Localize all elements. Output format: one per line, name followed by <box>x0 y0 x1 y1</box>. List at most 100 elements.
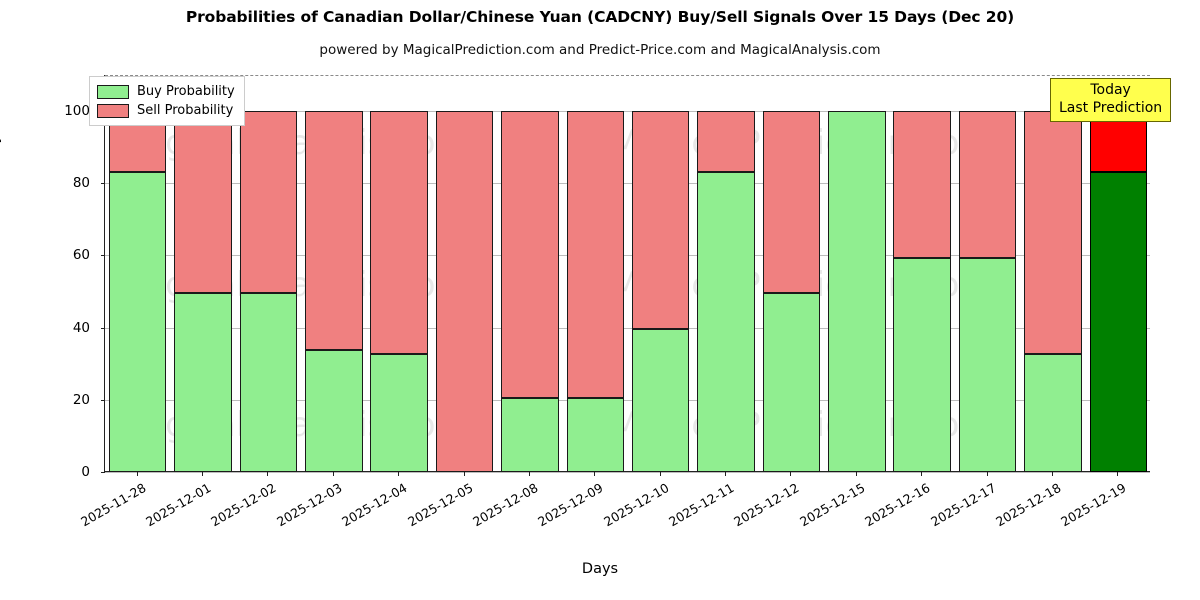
bar-segment-sell[interactable] <box>631 111 690 330</box>
bar-segment-buy[interactable] <box>828 111 886 472</box>
bar-segment-buy[interactable] <box>501 397 559 472</box>
bar-group[interactable] <box>108 75 167 472</box>
x-tick-label: 2025-12-15 <box>796 480 868 530</box>
gridline <box>105 472 1150 473</box>
x-tick-label: 2025-12-08 <box>470 480 541 530</box>
x-tick-label: 2025-12-16 <box>862 480 933 530</box>
x-tick-mark <box>790 472 792 476</box>
bar-group[interactable] <box>435 75 494 472</box>
x-tick-label: 2025-12-12 <box>731 480 802 530</box>
bar-segment-buy[interactable] <box>305 350 363 472</box>
x-tick-label: 2025-12-17 <box>927 480 999 530</box>
bar-segment-buy[interactable] <box>1089 171 1148 472</box>
y-axis-tick-labels: 0 20 40 60 80 100 <box>0 75 98 480</box>
x-tick-label: 2025-12-04 <box>339 480 410 530</box>
bar-segment-sell[interactable] <box>762 111 821 294</box>
bar-segment-buy[interactable] <box>697 171 755 472</box>
legend-label-buy: Buy Probability <box>137 84 235 99</box>
bar-segment-sell[interactable] <box>566 111 625 398</box>
bar-group[interactable] <box>501 75 559 472</box>
x-tick-mark <box>528 472 530 476</box>
x-tick-mark <box>594 472 596 476</box>
bar-segment-sell[interactable] <box>305 111 363 351</box>
gridline <box>105 183 1150 185</box>
y-tick-label: 60 <box>72 247 90 264</box>
y-tick-label: 0 <box>81 464 90 480</box>
bar-group[interactable] <box>631 75 690 472</box>
bar-group[interactable] <box>958 75 1017 472</box>
bar-segment-buy[interactable] <box>958 258 1017 472</box>
x-tick-mark <box>725 472 727 476</box>
y-tick-label: 100 <box>64 103 90 120</box>
x-tick-mark <box>1117 472 1119 476</box>
bar-segment-sell[interactable] <box>1024 111 1082 354</box>
x-tick-label: 2025-12-18 <box>993 480 1064 530</box>
bar-series-layer <box>105 75 1150 472</box>
today-annotation-line2: Last Prediction <box>1059 100 1163 116</box>
bar-segment-buy[interactable] <box>566 397 625 472</box>
x-tick-label: 2025-12-11 <box>666 480 737 530</box>
chart-legend: Buy Probability Sell Probability <box>89 76 245 126</box>
x-axis-label: Days <box>581 561 619 577</box>
x-tick-label: 2025-12-02 <box>208 480 279 530</box>
bar-segment-sell[interactable] <box>958 111 1017 259</box>
bar-segment-buy[interactable] <box>893 258 951 472</box>
x-tick-label: 2025-12-19 <box>1058 480 1129 530</box>
x-tick-mark <box>921 472 923 476</box>
y-tick-label: 20 <box>72 391 90 408</box>
x-tick-mark <box>398 472 400 476</box>
x-tick-label: 2025-11-28 <box>77 480 149 530</box>
bar-group[interactable] <box>1089 75 1148 472</box>
bar-segment-buy[interactable] <box>1024 353 1082 472</box>
bar-segment-sell[interactable] <box>697 111 755 172</box>
bar-segment-buy[interactable] <box>108 171 167 472</box>
bar-group[interactable] <box>370 75 428 472</box>
chart-subtitle: powered by MagicalPrediction.com and Pre… <box>319 42 881 58</box>
x-tick-mark <box>463 472 465 476</box>
x-tick-mark <box>136 472 138 476</box>
bar-segment-buy[interactable] <box>239 293 298 472</box>
gridline <box>105 327 1150 329</box>
bar-segment-sell[interactable] <box>893 111 951 259</box>
x-tick-mark <box>1051 472 1053 476</box>
x-tick-label: 2025-12-05 <box>404 480 476 530</box>
bar-segment-sell[interactable] <box>435 111 494 472</box>
bar-group[interactable] <box>893 75 951 472</box>
bar-group[interactable] <box>1024 75 1082 472</box>
plot-area: MagicalAnalysis.comMagicalPrediction.com… <box>101 75 1150 473</box>
x-tick-label: 2025-12-10 <box>600 480 672 530</box>
bar-group[interactable] <box>239 75 298 472</box>
bar-segment-sell[interactable] <box>370 111 428 354</box>
gridline <box>105 111 1150 113</box>
legend-item-sell: Sell Probability <box>97 101 235 120</box>
bar-segment-buy[interactable] <box>174 293 232 472</box>
bar-group[interactable] <box>697 75 755 472</box>
bar-group[interactable] <box>174 75 232 472</box>
bar-group[interactable] <box>828 75 886 472</box>
page-title: Probabilities of Canadian Dollar/Chinese… <box>185 8 1015 26</box>
y-tick-mark <box>101 472 105 473</box>
x-tick-mark <box>267 472 269 476</box>
bar-segment-buy[interactable] <box>370 353 428 472</box>
bar-segment-buy[interactable] <box>631 329 690 472</box>
bar-group[interactable] <box>566 75 625 472</box>
bar-group[interactable] <box>305 75 363 472</box>
bar-segment-buy[interactable] <box>762 293 821 472</box>
today-annotation: Today Last Prediction <box>1050 78 1172 122</box>
x-tick-label: 2025-12-03 <box>273 480 345 530</box>
x-tick-mark <box>986 472 988 476</box>
x-tick-mark <box>202 472 204 476</box>
gridline <box>105 255 1150 257</box>
y-tick-mark <box>101 327 105 329</box>
bar-segment-sell[interactable] <box>501 111 559 398</box>
x-tick-mark <box>855 472 857 476</box>
y-tick-mark <box>101 255 105 257</box>
bar-group[interactable] <box>762 75 821 472</box>
legend-swatch-sell-icon <box>97 103 129 118</box>
legend-item-buy: Buy Probability <box>97 82 235 101</box>
legend-label-sell: Sell Probability <box>137 103 234 118</box>
bar-segment-sell[interactable] <box>174 111 232 294</box>
bar-segment-sell[interactable] <box>239 111 298 294</box>
x-tick-mark <box>332 472 334 476</box>
